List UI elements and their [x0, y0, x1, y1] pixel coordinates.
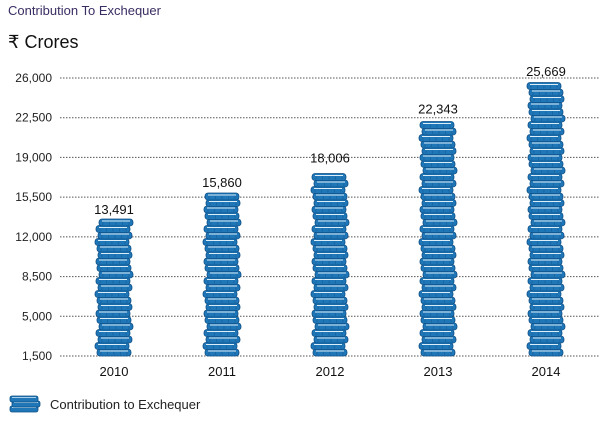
y-tick-label: 5,000 [22, 309, 52, 323]
data-label: 22,343 [418, 101, 458, 116]
data-label: 15,860 [202, 175, 242, 190]
legend-swatch [9, 395, 41, 413]
x-tick-label: 2010 [100, 364, 129, 379]
data-label: 18,006 [310, 151, 350, 166]
bar [418, 121, 458, 357]
y-tick-label: 12,000 [15, 230, 52, 244]
data-label: 25,669 [526, 64, 566, 79]
data-label: 13,491 [94, 202, 134, 217]
bar [202, 192, 242, 357]
y-tick-label: 8,500 [22, 270, 52, 284]
legend-label: Contribution to Exchequer [50, 396, 201, 412]
legend: Contribution to Exchequer [8, 392, 200, 416]
bar [310, 173, 350, 357]
coin-stack-icon [9, 395, 41, 413]
x-tick-label: 2013 [424, 364, 453, 379]
x-tick-label: 2012 [316, 364, 345, 379]
unit-label: ₹ Crores [8, 32, 79, 52]
y-tick-label: 19,000 [15, 150, 52, 164]
y-tick-label: 1,500 [22, 349, 52, 363]
y-tick-label: 22,500 [15, 111, 52, 125]
chart-title: Contribution To Exchequer [8, 3, 161, 18]
x-tick-label: 2014 [532, 364, 561, 379]
x-tick-label: 2011 [208, 364, 236, 379]
y-tick-label: 26,000 [15, 71, 52, 85]
bar [526, 82, 566, 357]
bar [94, 218, 134, 357]
y-tick-label: 15,500 [15, 190, 52, 204]
